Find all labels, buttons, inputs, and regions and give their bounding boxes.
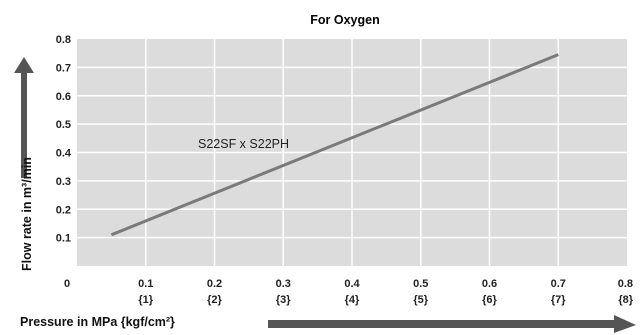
x-tick-label: 0.2 [207, 278, 222, 290]
y-tick-label: 0.7 [56, 62, 71, 74]
chart-title: For Oxygen [310, 13, 379, 27]
x-tick-sublabel: {2} [207, 294, 222, 306]
x-tick-sublabel: {5} [413, 294, 428, 306]
y-axis-arrow [14, 57, 34, 178]
y-tick-label: 0.2 [56, 204, 71, 216]
x-tick-label: 0 [64, 278, 70, 290]
x-axis-ticks: 0 0.1 {1} 0.2 {2} 0.3 {3} 0.4 {4} 0.5 {5} 0.6 {6} 0.7… [64, 278, 634, 306]
x-tick-label: 0.5 [413, 278, 428, 290]
x-tick-sublabel: {1} [138, 294, 153, 306]
x-tick-label: 0.6 [482, 278, 497, 290]
x-tick-sublabel: {4} [345, 294, 360, 306]
x-tick-sublabel: {3} [276, 294, 291, 306]
x-tick-sublabel: {6} [482, 294, 497, 306]
x-tick-label: 0.4 [344, 278, 360, 290]
series-line [110, 53, 559, 237]
series-layer [110, 53, 559, 237]
y-tick-label: 0.3 [56, 176, 71, 188]
x-tick-label: 0.8 [618, 278, 633, 290]
x-tick-label: 0.7 [551, 278, 566, 290]
y-tick-label: 0.4 [56, 148, 72, 160]
x-tick-sublabel: {8} [618, 294, 633, 306]
y-tick-label: 0.6 [56, 91, 71, 103]
x-axis-label: Pressure in MPa {kgf/cm²} [20, 315, 175, 329]
y-tick-label: 0.5 [56, 119, 71, 131]
x-tick-label: 0.3 [276, 278, 291, 290]
grid-lines [77, 39, 627, 266]
y-axis-label: Flow rate in m³/min [20, 157, 34, 271]
y-tick-label: 0.8 [56, 34, 71, 46]
y-axis-ticks: 0.1 0.2 0.3 0.4 0.5 0.6 0.7 0.8 [56, 34, 72, 245]
x-tick-sublabel: {7} [551, 294, 566, 306]
series-label: S22SF x S22PH [198, 137, 289, 151]
y-tick-label: 0.1 [56, 233, 71, 245]
x-tick-label: 0.1 [138, 278, 153, 290]
x-axis-arrow [268, 315, 636, 333]
